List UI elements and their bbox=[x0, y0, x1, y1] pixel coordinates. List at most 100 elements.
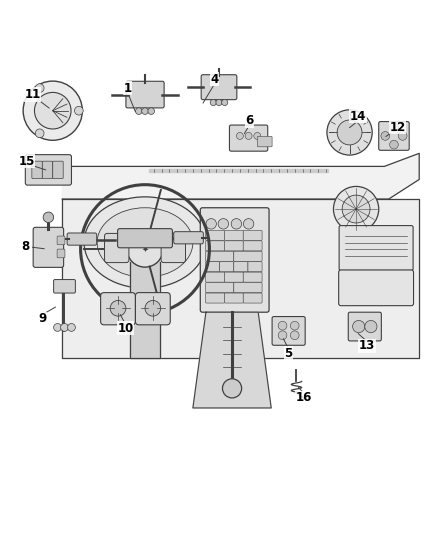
FancyBboxPatch shape bbox=[272, 317, 305, 345]
Text: 8: 8 bbox=[21, 240, 29, 253]
Circle shape bbox=[35, 129, 44, 138]
Circle shape bbox=[43, 212, 53, 223]
FancyBboxPatch shape bbox=[57, 236, 65, 245]
Text: 1: 1 bbox=[124, 82, 132, 94]
Circle shape bbox=[245, 133, 252, 140]
Ellipse shape bbox=[84, 197, 206, 288]
Circle shape bbox=[381, 132, 390, 140]
Circle shape bbox=[327, 110, 372, 155]
Circle shape bbox=[148, 108, 155, 115]
Circle shape bbox=[127, 231, 163, 267]
Circle shape bbox=[35, 84, 44, 92]
Circle shape bbox=[231, 219, 242, 229]
FancyBboxPatch shape bbox=[32, 161, 42, 179]
Circle shape bbox=[222, 100, 228, 106]
FancyBboxPatch shape bbox=[348, 312, 381, 341]
FancyBboxPatch shape bbox=[205, 272, 224, 282]
Text: 4: 4 bbox=[211, 73, 219, 86]
Circle shape bbox=[333, 187, 379, 232]
FancyBboxPatch shape bbox=[224, 230, 243, 240]
FancyBboxPatch shape bbox=[243, 230, 262, 240]
FancyBboxPatch shape bbox=[126, 81, 164, 108]
FancyBboxPatch shape bbox=[105, 233, 129, 263]
Text: 6: 6 bbox=[245, 114, 254, 127]
Circle shape bbox=[216, 100, 222, 106]
FancyBboxPatch shape bbox=[224, 293, 243, 303]
Circle shape bbox=[67, 324, 75, 332]
FancyBboxPatch shape bbox=[339, 270, 413, 305]
Text: 5: 5 bbox=[285, 347, 293, 360]
FancyBboxPatch shape bbox=[117, 229, 173, 248]
Circle shape bbox=[278, 331, 287, 340]
FancyBboxPatch shape bbox=[230, 125, 268, 151]
FancyBboxPatch shape bbox=[205, 262, 219, 272]
FancyBboxPatch shape bbox=[224, 272, 243, 282]
FancyBboxPatch shape bbox=[174, 232, 203, 244]
FancyBboxPatch shape bbox=[248, 262, 262, 272]
FancyBboxPatch shape bbox=[205, 282, 234, 293]
FancyBboxPatch shape bbox=[219, 262, 234, 272]
FancyBboxPatch shape bbox=[243, 241, 262, 251]
Circle shape bbox=[23, 81, 82, 140]
Circle shape bbox=[53, 324, 61, 332]
FancyBboxPatch shape bbox=[42, 161, 53, 179]
Text: 12: 12 bbox=[389, 121, 406, 134]
Text: 15: 15 bbox=[18, 155, 35, 168]
Circle shape bbox=[342, 195, 370, 223]
FancyBboxPatch shape bbox=[234, 262, 248, 272]
Circle shape bbox=[398, 132, 407, 140]
Circle shape bbox=[254, 133, 261, 140]
FancyBboxPatch shape bbox=[205, 251, 234, 261]
Circle shape bbox=[145, 301, 161, 316]
Polygon shape bbox=[130, 262, 160, 358]
Circle shape bbox=[135, 108, 142, 115]
Text: 10: 10 bbox=[117, 322, 134, 335]
FancyBboxPatch shape bbox=[224, 241, 243, 251]
Circle shape bbox=[353, 320, 365, 333]
FancyBboxPatch shape bbox=[33, 228, 64, 268]
FancyBboxPatch shape bbox=[243, 293, 262, 303]
FancyBboxPatch shape bbox=[257, 136, 272, 147]
FancyBboxPatch shape bbox=[234, 282, 262, 293]
FancyBboxPatch shape bbox=[53, 161, 63, 179]
Text: 11: 11 bbox=[25, 88, 41, 101]
Circle shape bbox=[60, 324, 68, 332]
Circle shape bbox=[218, 219, 229, 229]
Circle shape bbox=[390, 123, 398, 132]
FancyBboxPatch shape bbox=[53, 279, 75, 293]
FancyBboxPatch shape bbox=[201, 75, 237, 100]
Circle shape bbox=[35, 92, 71, 129]
FancyBboxPatch shape bbox=[161, 233, 185, 263]
Text: 13: 13 bbox=[359, 339, 375, 352]
Circle shape bbox=[237, 133, 244, 140]
Polygon shape bbox=[62, 199, 419, 358]
Text: ✦: ✦ bbox=[141, 245, 148, 254]
Polygon shape bbox=[149, 168, 328, 172]
FancyBboxPatch shape bbox=[101, 293, 135, 325]
FancyBboxPatch shape bbox=[379, 122, 409, 150]
Circle shape bbox=[290, 331, 299, 340]
Polygon shape bbox=[62, 154, 419, 199]
FancyBboxPatch shape bbox=[339, 225, 413, 270]
FancyBboxPatch shape bbox=[67, 233, 97, 245]
Text: 9: 9 bbox=[39, 312, 47, 325]
FancyBboxPatch shape bbox=[205, 230, 224, 240]
FancyBboxPatch shape bbox=[234, 251, 262, 261]
Text: 14: 14 bbox=[350, 110, 367, 123]
FancyBboxPatch shape bbox=[57, 249, 65, 258]
Circle shape bbox=[142, 108, 148, 115]
Circle shape bbox=[210, 100, 216, 106]
Circle shape bbox=[390, 140, 398, 149]
Circle shape bbox=[278, 321, 287, 330]
FancyBboxPatch shape bbox=[205, 241, 224, 251]
Circle shape bbox=[337, 120, 362, 145]
Circle shape bbox=[206, 219, 216, 229]
Text: 16: 16 bbox=[296, 391, 312, 405]
FancyBboxPatch shape bbox=[205, 293, 224, 303]
Circle shape bbox=[290, 321, 299, 330]
Polygon shape bbox=[193, 312, 271, 408]
Circle shape bbox=[244, 219, 254, 229]
Circle shape bbox=[74, 107, 83, 115]
FancyBboxPatch shape bbox=[243, 272, 262, 282]
FancyBboxPatch shape bbox=[135, 293, 170, 325]
